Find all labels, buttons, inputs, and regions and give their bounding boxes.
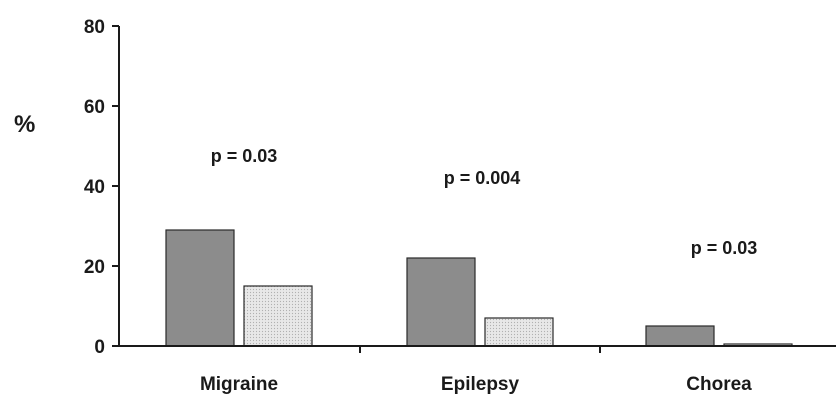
y-tick-label: 0	[94, 337, 105, 358]
p-value-annotation: p = 0.03	[691, 238, 758, 258]
bar-epilepsy-series-2	[484, 317, 554, 347]
bar-epilepsy-series-1	[406, 257, 476, 347]
bar-chorea-series-1	[645, 325, 715, 347]
category-label: Migraine	[200, 374, 278, 395]
y-tick-label: 40	[84, 177, 105, 198]
bar-migraine-series-1	[165, 229, 235, 347]
category-label: Epilepsy	[441, 374, 520, 395]
category-label: Chorea	[686, 374, 752, 395]
p-value-annotation: p = 0.004	[444, 168, 521, 188]
annotations: p = 0.03 p = 0.004 p = 0.03	[211, 146, 758, 258]
p-value-annotation: p = 0.03	[211, 146, 278, 166]
bars	[165, 229, 793, 347]
y-tick-label: 20	[84, 257, 105, 278]
y-tick-label: 60	[84, 97, 105, 118]
y-axis-ticks: 0 20 40 60 80	[84, 17, 119, 358]
y-tick-label: 80	[84, 17, 105, 38]
x-axis-categories: Migraine Epilepsy Chorea	[200, 346, 752, 395]
bar-migraine-series-2	[243, 285, 313, 347]
y-axis-label: %	[14, 111, 35, 138]
